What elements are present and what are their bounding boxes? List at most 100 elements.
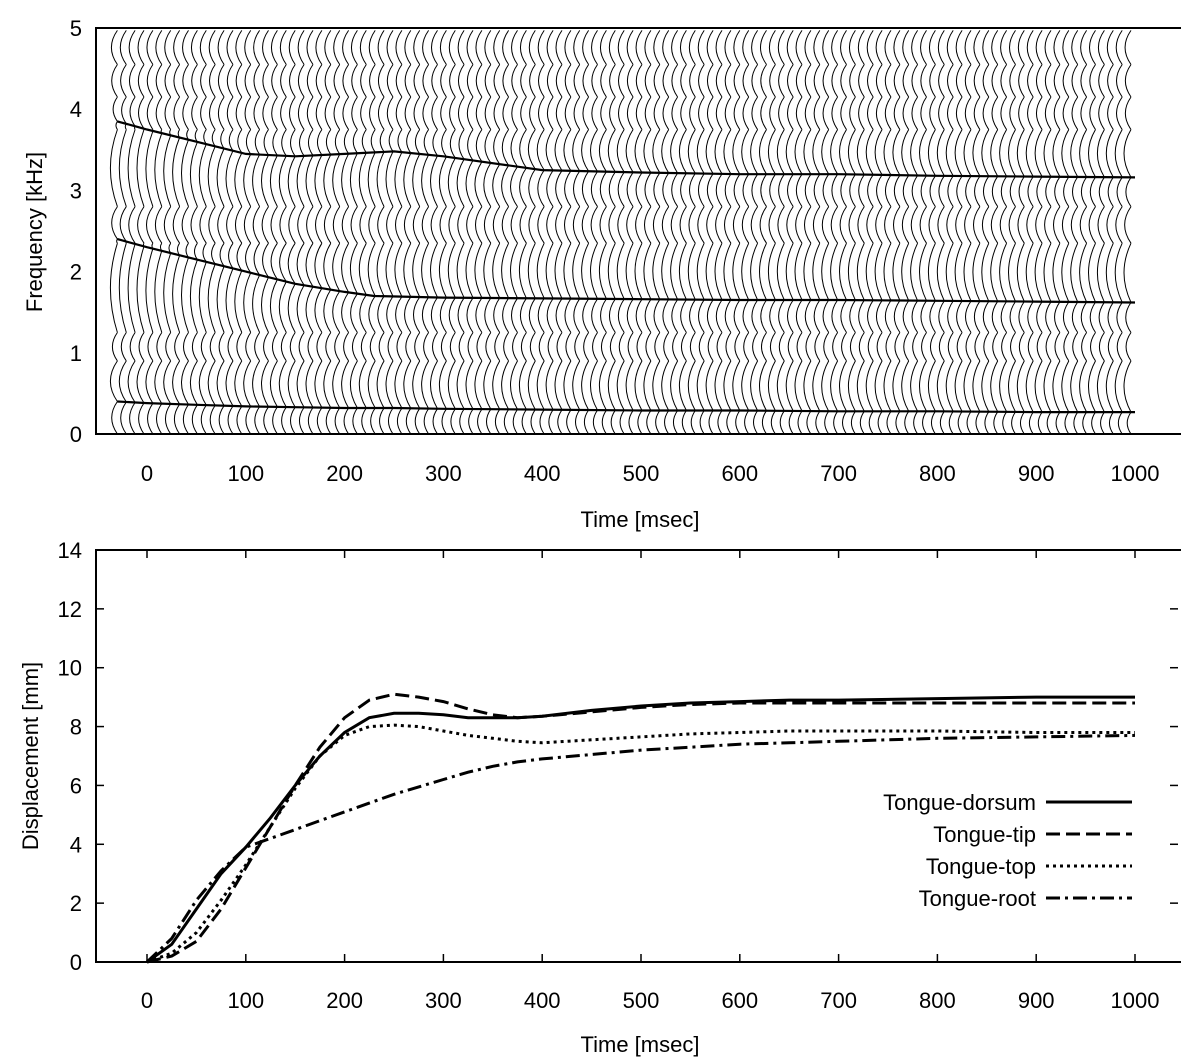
spectral-slice bbox=[243, 30, 252, 435]
spectral-slice bbox=[696, 30, 705, 435]
spectral-slice bbox=[332, 30, 341, 435]
spectral-slice bbox=[465, 30, 474, 435]
spectral-slice bbox=[483, 30, 492, 435]
spectral-slice bbox=[252, 30, 261, 435]
spectral-slice bbox=[759, 30, 767, 435]
legend-label: Tongue-root bbox=[919, 886, 1036, 911]
spectral-slice bbox=[207, 30, 216, 435]
spectral-slice bbox=[189, 30, 198, 435]
spectra-y-tick-label: 4 bbox=[70, 97, 82, 122]
spectral-slice bbox=[154, 30, 163, 435]
displacement-y-tick-label: 8 bbox=[70, 715, 82, 740]
spectral-slice bbox=[830, 30, 839, 435]
spectral-slice bbox=[1114, 30, 1123, 435]
spectral-slice bbox=[1052, 30, 1061, 435]
spectral-slice bbox=[234, 30, 243, 435]
spectral-slice bbox=[723, 30, 732, 435]
spectral-slice bbox=[376, 30, 385, 435]
spectral-slice bbox=[127, 30, 136, 435]
spectral-slice bbox=[652, 30, 661, 435]
spectral-slice bbox=[536, 30, 545, 435]
spectral-slice bbox=[776, 30, 785, 435]
spectral-slice bbox=[678, 30, 687, 435]
spectra-x-tick-label: 100 bbox=[227, 461, 264, 486]
spectral-slice bbox=[1043, 30, 1052, 435]
spectral-slice bbox=[109, 30, 118, 435]
spectral-slice bbox=[892, 30, 901, 435]
spectral-slice bbox=[278, 30, 287, 435]
displacement-y-tick-labels: 0 2 4 6 8 10 12 14 bbox=[58, 538, 82, 975]
spectra-y-tick-label: 1 bbox=[70, 341, 82, 366]
spectra-panel: 0 100 200 300 400 500 600 700 800 900 1000 012345 … bbox=[22, 16, 1181, 532]
spectral-slice bbox=[358, 30, 367, 435]
displacement-x-tick-label: 800 bbox=[919, 988, 956, 1013]
spectral-slice bbox=[927, 30, 936, 435]
spectral-slice bbox=[474, 30, 483, 435]
spectra-x-tick-labels: 0 100 200 300 400 500 600 700 800 900 1000 bbox=[141, 461, 1160, 486]
displacement-y-tick-label: 2 bbox=[70, 891, 82, 916]
spectra-x-tick-label: 800 bbox=[919, 461, 956, 486]
spectral-slice bbox=[136, 30, 145, 435]
spectral-slice bbox=[670, 30, 679, 435]
displacement-x-tick-label: 700 bbox=[820, 988, 857, 1013]
spectral-slice bbox=[1079, 30, 1088, 435]
spectral-slice bbox=[1123, 30, 1132, 435]
spectral-slice bbox=[296, 30, 305, 435]
spectral-slice bbox=[510, 30, 518, 435]
spectral-slice bbox=[1061, 30, 1070, 435]
legend-label: Tongue-top bbox=[926, 854, 1036, 879]
spectra-x-tick-label: 900 bbox=[1018, 461, 1055, 486]
spectral-slice bbox=[705, 30, 714, 435]
spectral-slice bbox=[598, 30, 607, 435]
spectral-slice bbox=[527, 30, 536, 435]
spectral-slice bbox=[563, 30, 572, 435]
spectral-slice bbox=[732, 30, 741, 435]
formant-track-2 bbox=[117, 238, 1136, 304]
spectral-slice bbox=[750, 30, 759, 435]
spectral-slice bbox=[643, 30, 652, 435]
spectral-slice bbox=[741, 30, 750, 435]
spectral-slice bbox=[492, 30, 501, 435]
spectral-slice bbox=[883, 30, 892, 435]
spectral-slice bbox=[172, 30, 181, 435]
spectra-x-axis-title: Time [msec] bbox=[581, 507, 700, 532]
displacement-y-tick-label: 10 bbox=[58, 656, 82, 681]
displacement-x-tick-label: 1000 bbox=[1111, 988, 1160, 1013]
spectral-slice bbox=[874, 30, 883, 435]
spectral-slice bbox=[901, 30, 910, 435]
spectral-slice bbox=[554, 30, 563, 435]
spectral-slice bbox=[865, 30, 874, 435]
series-tongue-dorsum bbox=[146, 695, 1135, 964]
spectral-slice bbox=[287, 30, 296, 435]
spectral-slice bbox=[225, 30, 234, 435]
spectral-slice bbox=[438, 30, 447, 435]
spectral-slice bbox=[607, 30, 616, 435]
spectral-slice bbox=[990, 30, 999, 435]
series-tongue-top bbox=[146, 723, 1135, 964]
spectral-slice bbox=[181, 30, 189, 435]
spectral-slice bbox=[394, 30, 403, 435]
spectra-y-axis-title: Frequency [kHz] bbox=[22, 152, 47, 312]
spectral-slice bbox=[785, 30, 794, 435]
spectral-slice bbox=[945, 30, 954, 435]
spectral-slice bbox=[501, 30, 510, 435]
displacement-x-tick-label: 500 bbox=[623, 988, 660, 1013]
spectral-slice bbox=[518, 30, 527, 435]
displacement-x-tick-label: 200 bbox=[326, 988, 363, 1013]
spectra-y-tick-labels: 0 1 2 3 4 5 bbox=[70, 16, 82, 447]
spectral-slice bbox=[1088, 30, 1096, 435]
spectral-slice bbox=[954, 30, 963, 435]
spectral-slice bbox=[634, 30, 643, 435]
spectral-slice bbox=[590, 30, 598, 435]
spectral-slice bbox=[1025, 30, 1034, 435]
spectra-x-tick-label: 600 bbox=[721, 461, 758, 486]
spectral-slice bbox=[572, 30, 581, 435]
spectral-slice bbox=[323, 30, 332, 435]
displacement-y-axis-title: Displacement [mm] bbox=[18, 662, 43, 850]
spectra-y-tick-label: 0 bbox=[70, 422, 82, 447]
displacement-x-tick-label: 400 bbox=[524, 988, 561, 1013]
spectral-slice bbox=[919, 30, 927, 435]
spectral-slice bbox=[794, 30, 803, 435]
spectra-x-tick-label: 400 bbox=[524, 461, 561, 486]
spectral-slice bbox=[314, 30, 323, 435]
